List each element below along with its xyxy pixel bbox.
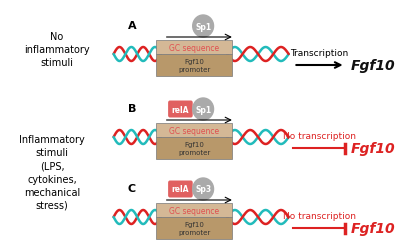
Text: A: A — [128, 21, 136, 31]
Text: GC sequence: GC sequence — [169, 206, 219, 215]
Text: GC sequence: GC sequence — [169, 126, 219, 135]
Text: No transcription: No transcription — [283, 132, 356, 140]
Text: B: B — [128, 104, 136, 114]
Text: relA: relA — [172, 185, 189, 194]
FancyBboxPatch shape — [168, 181, 193, 198]
Circle shape — [193, 16, 214, 38]
Text: Sp3: Sp3 — [195, 185, 211, 194]
FancyBboxPatch shape — [156, 137, 232, 159]
Text: Fgf10
promoter: Fgf10 promoter — [178, 59, 210, 73]
Text: Transcription: Transcription — [290, 49, 348, 58]
FancyBboxPatch shape — [156, 217, 232, 239]
FancyBboxPatch shape — [168, 101, 193, 118]
FancyBboxPatch shape — [156, 41, 232, 55]
Circle shape — [193, 178, 214, 200]
Text: Sp1: Sp1 — [195, 22, 211, 32]
FancyBboxPatch shape — [156, 123, 232, 137]
Text: Inflammatory
stimuli
(LPS,
cytokines,
mechanical
stress): Inflammatory stimuli (LPS, cytokines, me… — [19, 135, 85, 210]
Text: Fgf10
promoter: Fgf10 promoter — [178, 221, 210, 235]
Circle shape — [193, 99, 214, 120]
Text: Fgf10: Fgf10 — [350, 221, 395, 235]
FancyBboxPatch shape — [156, 203, 232, 217]
Text: GC sequence: GC sequence — [169, 43, 219, 52]
Text: Sp1: Sp1 — [195, 105, 211, 114]
FancyBboxPatch shape — [156, 55, 232, 77]
Text: No transcription: No transcription — [283, 211, 356, 220]
Text: No
inflammatory
stimuli: No inflammatory stimuli — [24, 32, 90, 68]
Text: Fgf10: Fgf10 — [350, 59, 395, 73]
Text: Fgf10: Fgf10 — [350, 141, 395, 155]
Text: relA: relA — [172, 105, 189, 114]
Text: Fgf10
promoter: Fgf10 promoter — [178, 142, 210, 155]
Text: C: C — [128, 183, 136, 193]
